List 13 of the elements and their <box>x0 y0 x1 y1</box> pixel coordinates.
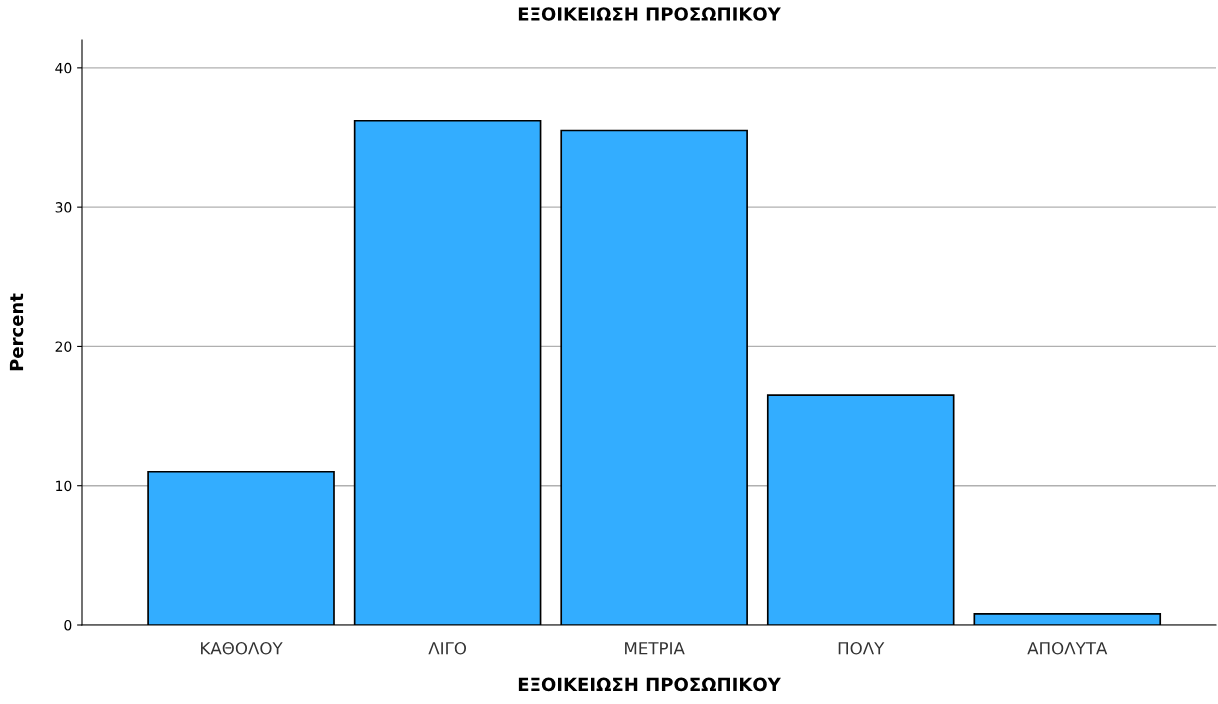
x-tick-label: ΛΙΓΟ <box>428 641 467 655</box>
y-axis-title: Percent <box>9 293 24 371</box>
x-tick-label: ΚΑΘΟΛΟΥ <box>201 641 283 655</box>
x-tick-label: ΑΠΟΛΥΤΑ <box>1027 641 1108 655</box>
y-tick-label: 30 <box>55 202 72 213</box>
x-tick-label: ΜΕΤΡΙΑ <box>625 642 685 655</box>
x-axis-title: ΕΞΟΙΚΕΙΩΣΗ ΠΡΟΣΩΠΙΚΟΥ <box>518 677 781 692</box>
y-tick-label: 0 <box>64 619 72 631</box>
y-tick-label: 40 <box>55 62 72 74</box>
chart-title: ΕΞΟΙΚΕΙΩΣΗ ΠΡΟΣΩΠΙΚΟΥ <box>518 7 781 21</box>
y-tick-label: 20 <box>55 341 72 352</box>
x-tick-label: ΠΟΛΥ <box>838 641 885 655</box>
y-tick-label: 10 <box>56 480 72 492</box>
